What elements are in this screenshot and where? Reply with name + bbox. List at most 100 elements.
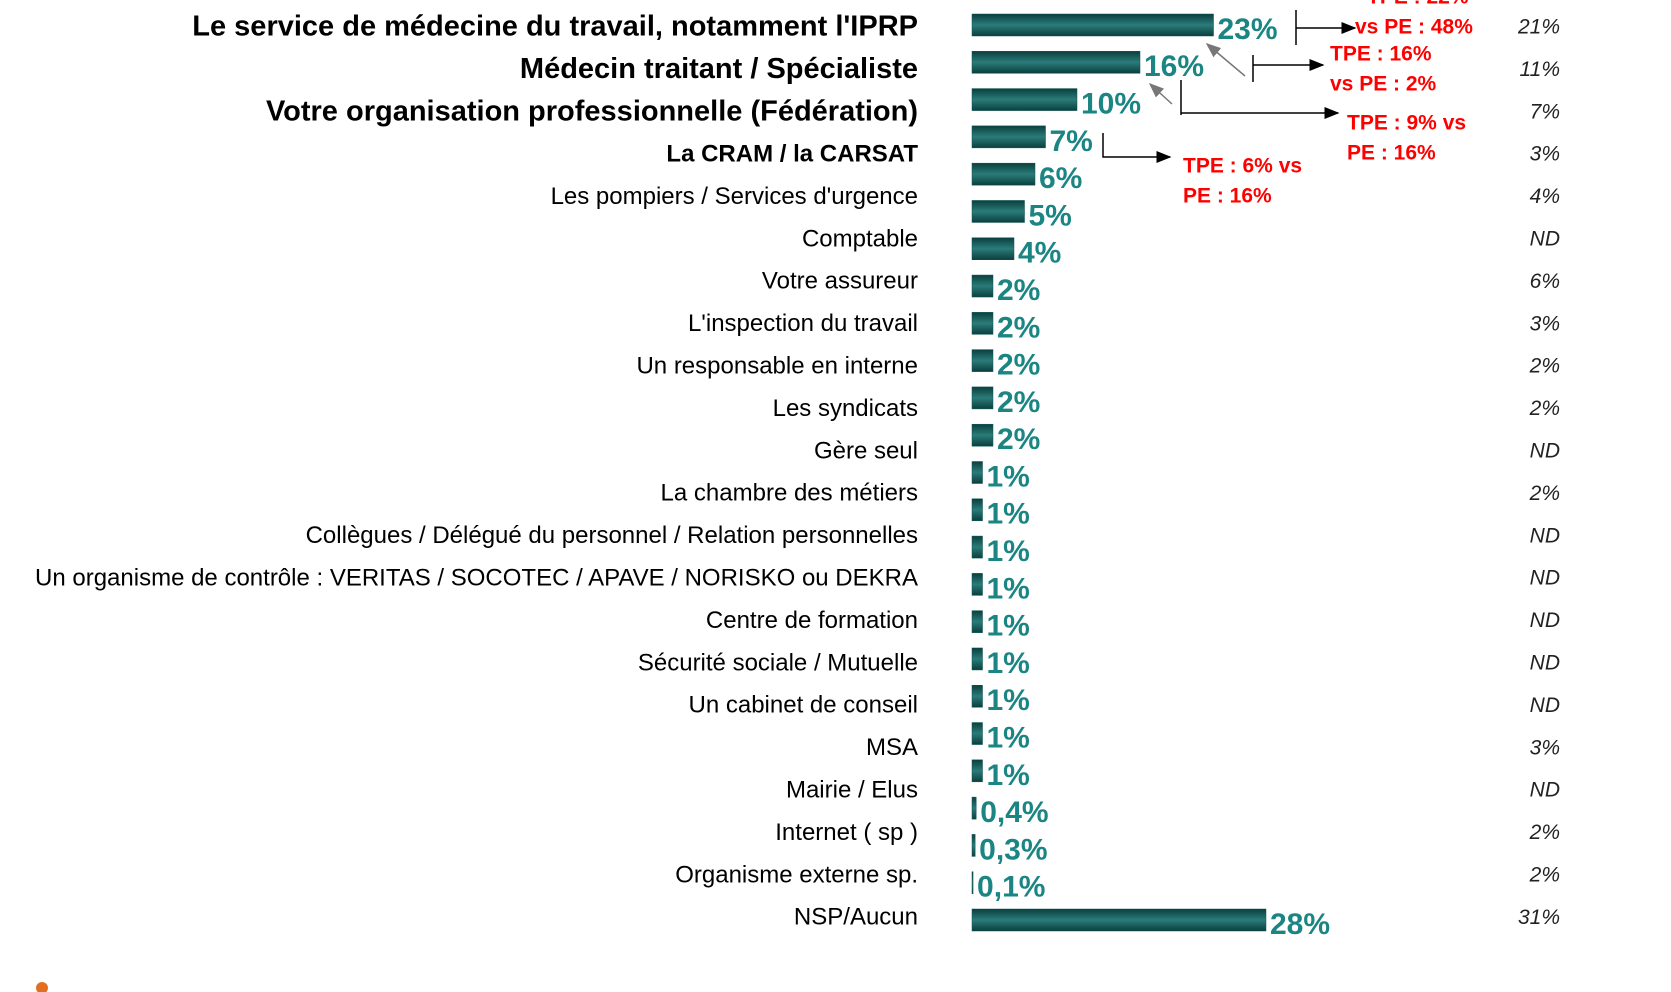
comparison-value: 2% bbox=[1529, 821, 1560, 844]
category-label: Un cabinet de conseil bbox=[689, 692, 918, 719]
value-label: 2% bbox=[997, 311, 1040, 344]
category-label: La chambre des métiers bbox=[661, 480, 918, 507]
category-label: MSA bbox=[866, 734, 918, 761]
bar bbox=[971, 125, 1046, 149]
comparison-value: ND bbox=[1530, 440, 1560, 463]
comparison-value: 3% bbox=[1530, 736, 1560, 759]
bar bbox=[971, 498, 983, 522]
bar bbox=[971, 685, 983, 708]
bar bbox=[971, 535, 983, 559]
comparison-value: 7% bbox=[1530, 100, 1560, 123]
bar bbox=[971, 908, 1267, 932]
category-label: Gère seul bbox=[814, 437, 918, 464]
bar bbox=[971, 610, 983, 633]
comparison-value: 2% bbox=[1529, 397, 1560, 420]
comparison-value: ND bbox=[1530, 694, 1560, 717]
value-label: 0,4% bbox=[980, 796, 1048, 829]
annotation: vs PE : 2% bbox=[1330, 73, 1437, 96]
category-label: Médecin traitant / Spécialiste bbox=[520, 53, 918, 85]
category-label: Organisme externe sp. bbox=[675, 861, 918, 888]
logo-dot bbox=[36, 982, 48, 992]
value-label: 2% bbox=[997, 349, 1040, 382]
value-label: 10% bbox=[1081, 88, 1141, 121]
annotation: TPE : 22% bbox=[1367, 0, 1469, 9]
bar bbox=[971, 423, 994, 447]
value-label: 1% bbox=[987, 498, 1030, 531]
category-label: La CRAM / la CARSAT bbox=[666, 141, 918, 168]
comparison-value: 31% bbox=[1518, 906, 1560, 929]
category-label: Les pompiers / Services d'urgence bbox=[551, 183, 918, 210]
category-label: Un organisme de contrôle : VERITAS / SOC… bbox=[35, 565, 918, 592]
bar bbox=[971, 162, 1036, 186]
bar bbox=[971, 759, 983, 783]
value-label: 2% bbox=[997, 386, 1040, 419]
category-label: Mairie / Elus bbox=[786, 777, 918, 804]
value-label: 6% bbox=[1039, 162, 1082, 195]
value-label: 1% bbox=[987, 610, 1030, 643]
comparison-value: 21% bbox=[1517, 16, 1560, 39]
value-label: 4% bbox=[1018, 237, 1061, 270]
value-label: 2% bbox=[997, 274, 1040, 307]
value-label: 1% bbox=[987, 460, 1030, 493]
bar bbox=[971, 13, 1214, 37]
annotation: PE : 16% bbox=[1183, 185, 1272, 208]
annotation: PE : 16% bbox=[1347, 142, 1436, 165]
value-label: 23% bbox=[1218, 13, 1278, 46]
value-label: 1% bbox=[987, 684, 1030, 717]
category-label: Le service de médecine du travail, notam… bbox=[192, 11, 918, 43]
bar bbox=[971, 722, 983, 745]
comparison-value: 2% bbox=[1529, 355, 1560, 378]
value-label: 0,1% bbox=[977, 871, 1045, 904]
bar bbox=[971, 237, 1015, 260]
value-label: 0,3% bbox=[979, 833, 1047, 866]
value-label: 1% bbox=[987, 759, 1030, 792]
value-label: 1% bbox=[987, 721, 1030, 754]
category-label: Collègues / Délégué du personnel / Relat… bbox=[306, 522, 918, 549]
category-label: Sécurité sociale / Mutuelle bbox=[638, 649, 918, 676]
value-label: 2% bbox=[997, 423, 1040, 456]
annotation: TPE : 16% bbox=[1330, 43, 1432, 66]
comparison-value: 11% bbox=[1520, 58, 1560, 81]
comparison-value: ND bbox=[1530, 228, 1560, 251]
bar bbox=[971, 834, 976, 857]
comparison-value: 4% bbox=[1530, 185, 1560, 208]
bar bbox=[971, 88, 1078, 111]
bar bbox=[971, 274, 994, 298]
category-label: Votre assureur bbox=[762, 268, 918, 295]
bar bbox=[971, 647, 983, 671]
comparison-value: ND bbox=[1530, 779, 1560, 802]
value-label: 5% bbox=[1029, 199, 1072, 232]
bar bbox=[971, 349, 994, 372]
value-label: 1% bbox=[987, 647, 1030, 680]
category-label: L'inspection du travail bbox=[688, 310, 918, 337]
bar bbox=[971, 573, 983, 596]
category-label: Internet ( sp ) bbox=[775, 819, 918, 846]
comparison-value: 2% bbox=[1529, 482, 1560, 505]
bar bbox=[971, 461, 983, 484]
value-label: 1% bbox=[987, 572, 1030, 605]
bar bbox=[971, 796, 977, 820]
comparison-value: ND bbox=[1530, 609, 1560, 632]
annotation: vs PE : 48% bbox=[1355, 16, 1473, 39]
comparison-value: ND bbox=[1530, 524, 1560, 547]
comparison-value: ND bbox=[1530, 567, 1560, 590]
category-label: Comptable bbox=[802, 225, 918, 252]
value-label: 7% bbox=[1050, 125, 1093, 158]
category-label: NSP/Aucun bbox=[794, 904, 918, 931]
comparison-value: 2% bbox=[1529, 864, 1560, 887]
value-label: 28% bbox=[1270, 908, 1330, 941]
category-label: Un responsable en interne bbox=[636, 353, 918, 380]
bar bbox=[971, 871, 974, 894]
category-label: Les syndicats bbox=[773, 395, 918, 422]
bar bbox=[971, 312, 994, 335]
comparison-value: 3% bbox=[1530, 143, 1560, 166]
category-label: Votre organisation professionnelle (Fédé… bbox=[266, 95, 918, 127]
annotation: TPE : 6% vs bbox=[1183, 155, 1302, 178]
connectors bbox=[1102, 10, 1355, 163]
bar bbox=[971, 51, 1141, 74]
value-label: 1% bbox=[987, 535, 1030, 568]
comparison-value: 3% bbox=[1530, 312, 1560, 335]
bar bbox=[971, 386, 994, 410]
annotation: TPE : 9% vs bbox=[1347, 112, 1466, 135]
